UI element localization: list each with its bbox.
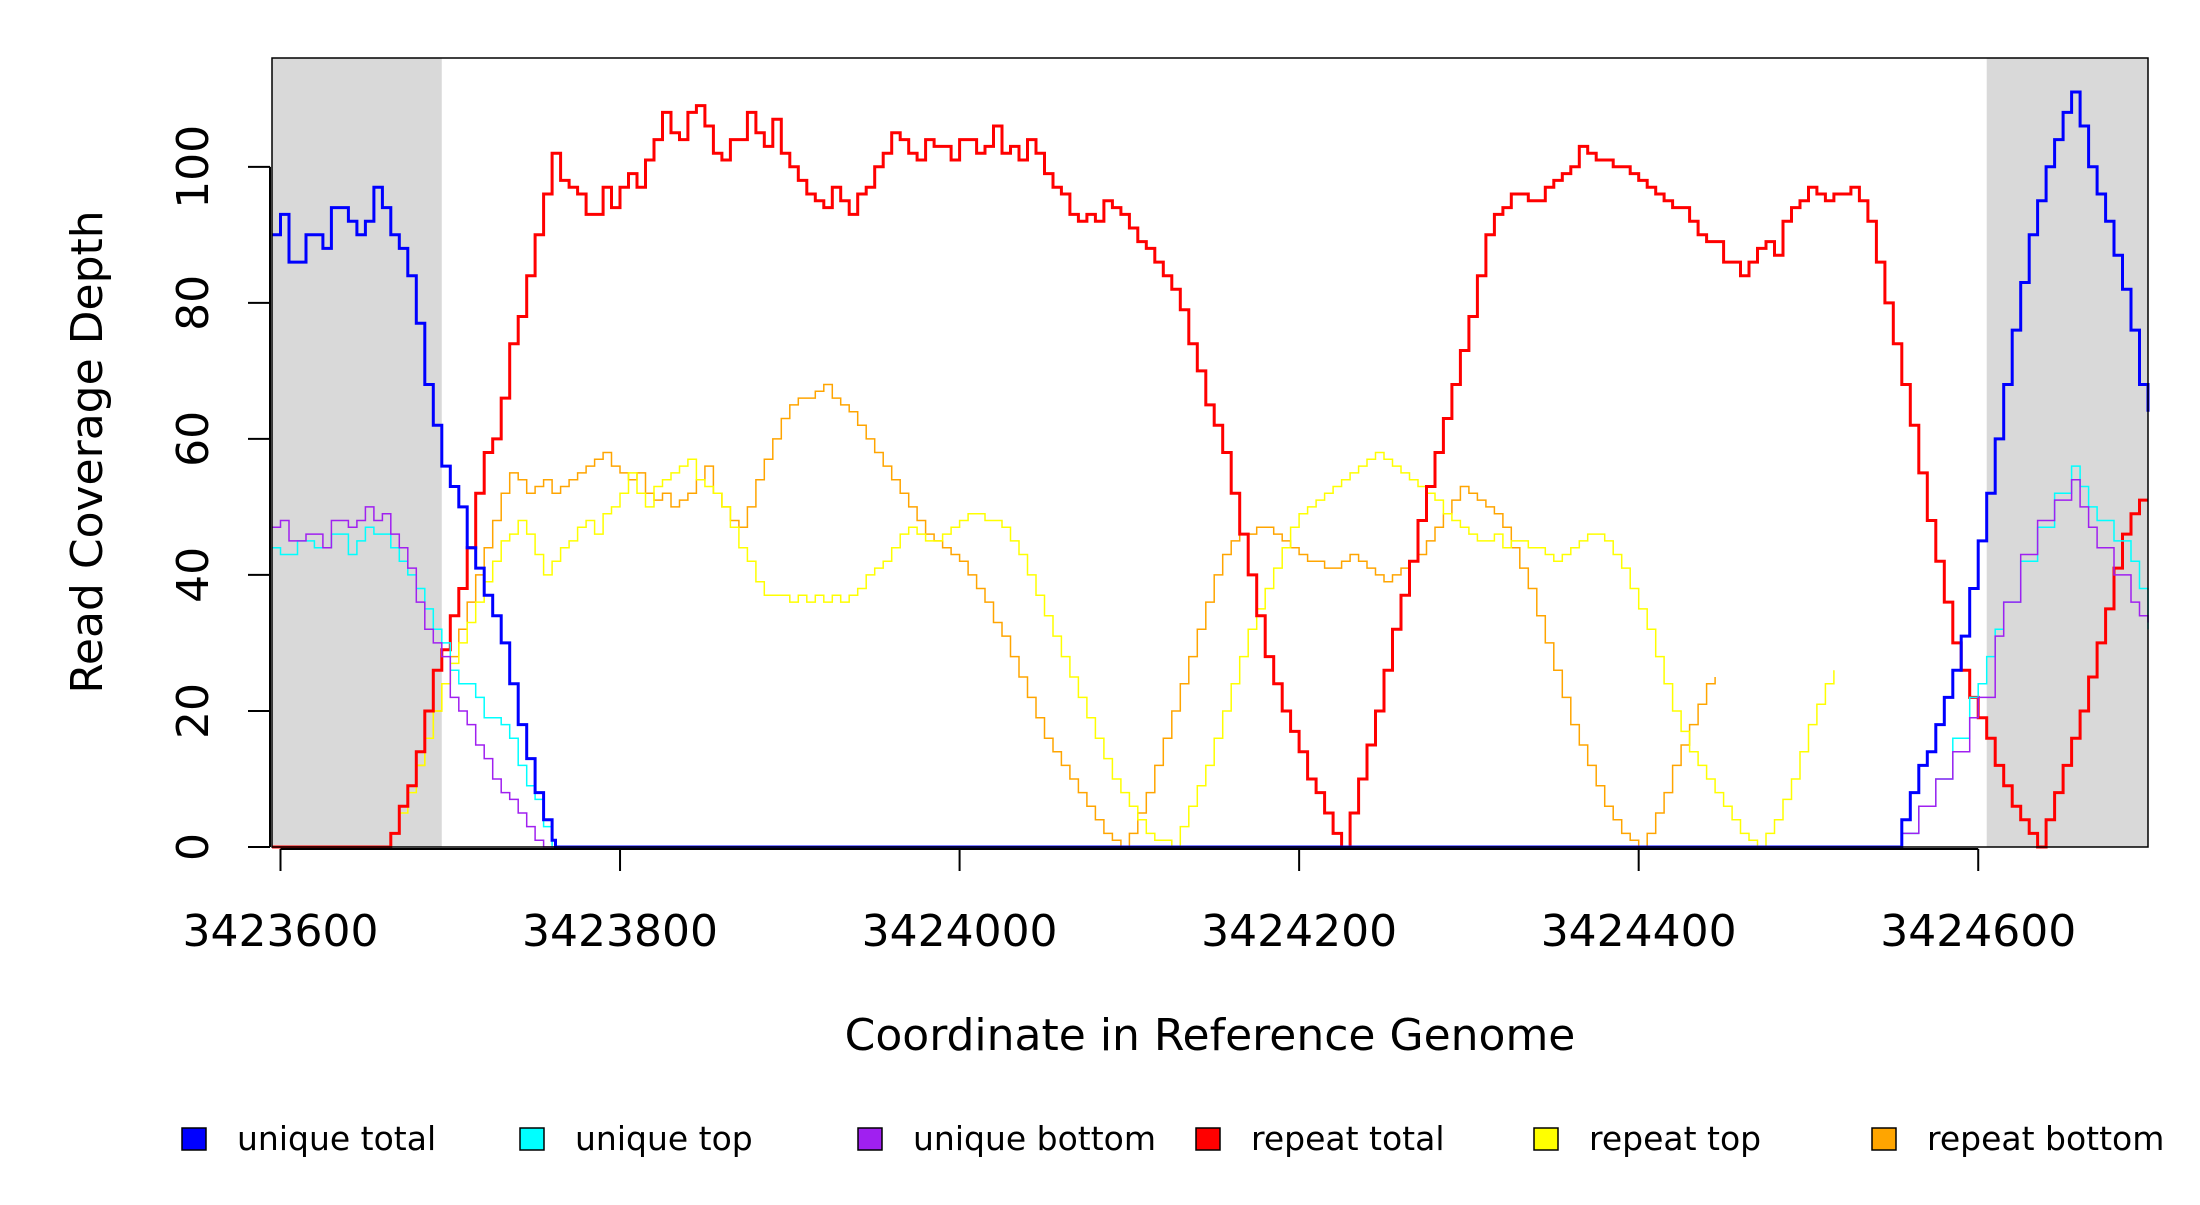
shaded-region-0: [272, 58, 442, 847]
legend-label-repeat-top: repeat top: [1589, 1119, 1761, 1158]
legend-swatch-unique-total: [181, 1127, 207, 1151]
shaded-region-1: [1986, 58, 2148, 847]
y-tick-label: 60: [168, 411, 219, 467]
series-line-unique-bottom: [272, 478, 2149, 848]
series-line-repeat-total: [272, 104, 2148, 849]
x-tick-label: 3424000: [862, 906, 1058, 957]
legend-swatch-repeat-top: [1533, 1127, 1559, 1151]
series-line-repeat-top: [272, 451, 1835, 848]
y-tick-label: 20: [168, 683, 219, 739]
y-tick-label: 0: [168, 833, 219, 861]
x-tick-label: 3424600: [1880, 906, 2076, 957]
legend-swatch-repeat-total: [1195, 1127, 1221, 1151]
legend-swatch-repeat-bottom: [1871, 1127, 1897, 1151]
legend-label-unique-top: unique top: [575, 1119, 753, 1158]
x-tick-label: 3424400: [1541, 906, 1737, 957]
legend: unique total unique top unique bottom repea…: [181, 1119, 2164, 1158]
legend-label-repeat-total: repeat total: [1251, 1119, 1445, 1158]
series-line-repeat-bottom: [272, 383, 1716, 848]
legend-label-unique-total: unique total: [237, 1119, 436, 1158]
legend-swatch-unique-bottom: [857, 1127, 883, 1151]
legend-label-repeat-bottom: repeat bottom: [1927, 1119, 2164, 1158]
y-axis-title: Read Coverage Depth: [62, 210, 113, 693]
legend-label-unique-bottom: unique bottom: [913, 1119, 1156, 1158]
y-tick-label: 40: [168, 547, 219, 603]
x-tick-label: 3424200: [1201, 906, 1397, 957]
y-tick-label: 100: [168, 125, 219, 209]
y-tick-label: 80: [168, 275, 219, 331]
plot-frame: [271, 57, 2149, 848]
shaded-regions: [272, 58, 2148, 847]
series-lines: [272, 90, 2150, 849]
legend-swatch-unique-top: [519, 1127, 545, 1151]
series-line-unique-top: [272, 465, 2149, 848]
y-axis: 0 20 40 60 80 100: [168, 125, 271, 861]
series-line-unique-total: [272, 90, 2150, 849]
x-axis-title: Coordinate in Reference Genome: [845, 1010, 1576, 1061]
x-tick-label: 3423800: [522, 906, 718, 957]
x-tick-label: 3423600: [183, 906, 379, 957]
x-axis: 3423600 3423800 3424000 3424200 3424400 34246…: [183, 848, 2076, 957]
